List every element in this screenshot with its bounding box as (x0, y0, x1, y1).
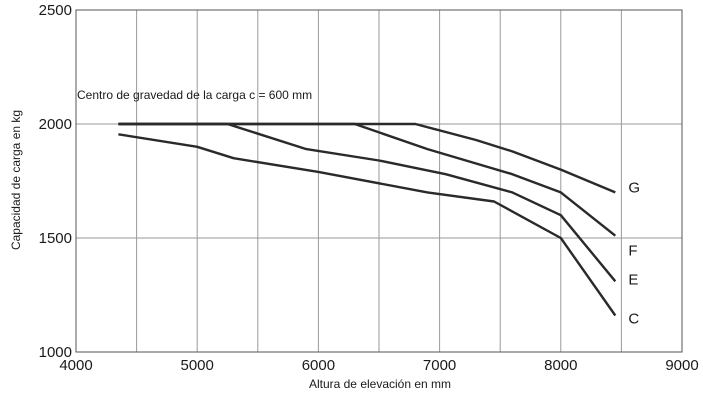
x-tick-label: 9000 (665, 357, 698, 374)
x-tick-label: 4000 (59, 357, 92, 374)
series-label-g: G (628, 179, 640, 196)
series-label-f: F (628, 243, 637, 260)
center-of-gravity-annotation: Centro de gravedad de la carga c = 600 m… (77, 88, 312, 102)
tick-labels: 4000 5000 6000 7000 8000 9000 1000 1500 2000 2500 (39, 2, 699, 374)
y-tick-label: 2000 (39, 116, 72, 133)
y-tick-label: 1000 (39, 344, 72, 361)
y-tick-label: 2500 (39, 2, 72, 19)
series-label-e: E (628, 271, 638, 288)
x-tick-label: 7000 (423, 357, 456, 374)
series-line-f (118, 122, 617, 237)
x-tick-label: 8000 (544, 357, 577, 374)
y-tick-label: 1500 (39, 230, 72, 247)
x-tick-label: 5000 (181, 357, 214, 374)
series-labels: G FE C (628, 179, 640, 327)
x-axis-title: Altura de elevación en mm (309, 377, 451, 391)
series-line-e (118, 122, 617, 283)
series-label-c: C (628, 311, 639, 328)
y-axis-title: Capacidad de carga en kg (9, 110, 23, 250)
x-tick-label: 6000 (302, 357, 335, 374)
series-line-c (118, 133, 617, 317)
plot-frame (75, 9, 683, 353)
series-lines (118, 122, 617, 317)
series-line-g (118, 122, 616, 194)
